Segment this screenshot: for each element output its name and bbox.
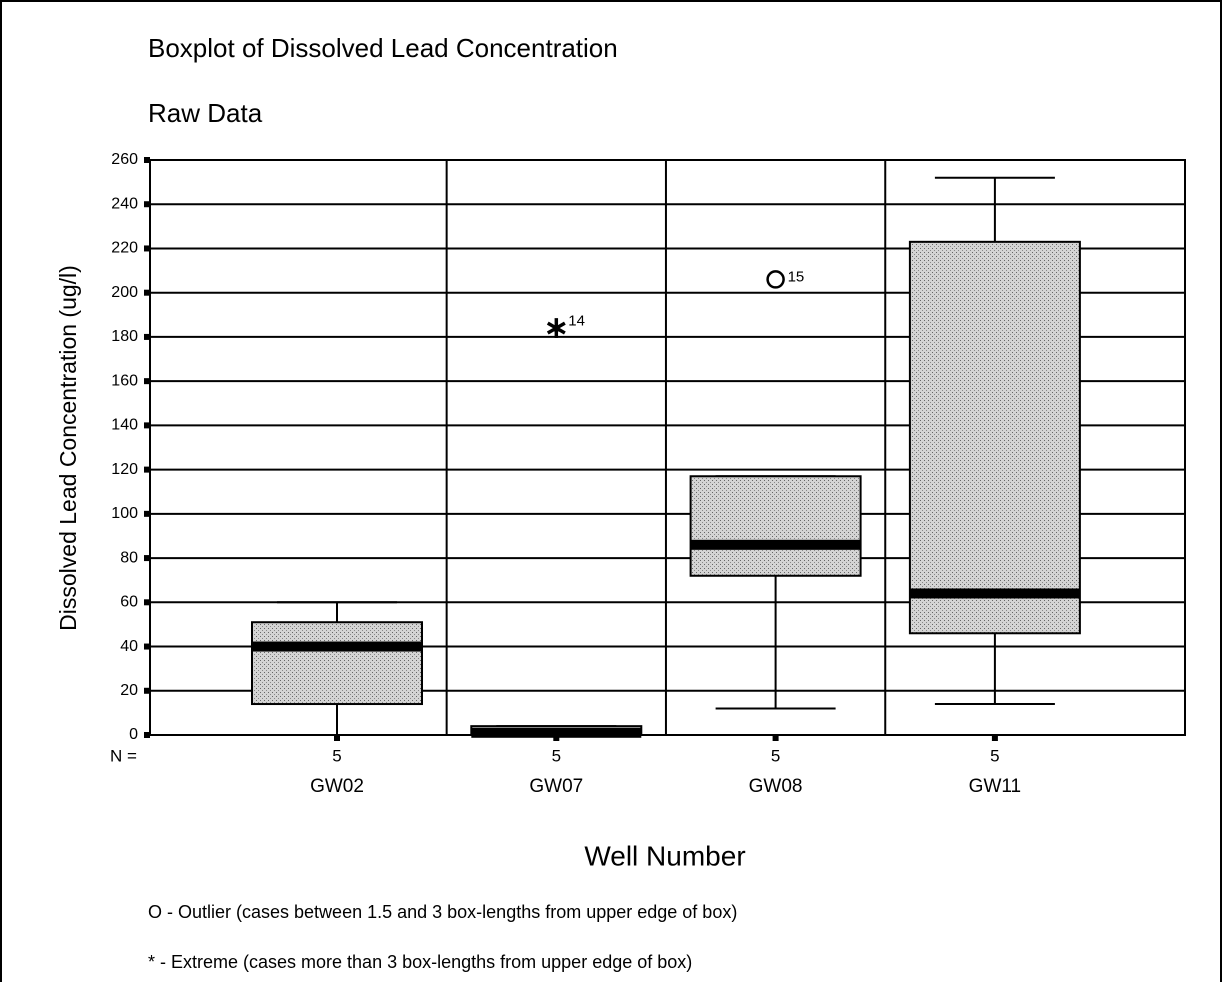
y-tick: [144, 422, 150, 429]
x-tick: [772, 735, 779, 741]
y-tick: [144, 510, 150, 517]
outlier-label: 15: [788, 268, 805, 285]
n-value: 5: [990, 746, 999, 765]
y-tick: [144, 599, 150, 606]
note: * - Extreme (cases more than 3 box-lengt…: [148, 952, 692, 972]
median: [690, 539, 861, 550]
x-tick-label: GW11: [969, 776, 1021, 797]
y-tick-label: 60: [120, 594, 138, 611]
outlier-marker: [766, 270, 785, 289]
extreme-marker: ∗: [544, 312, 569, 345]
y-axis-label: Dissolved Lead Concentration (ug/l): [55, 265, 81, 631]
x-tick-label: GW07: [529, 776, 583, 797]
y-tick-label: 0: [129, 726, 138, 743]
y-tick: [144, 687, 150, 694]
x-tick: [334, 735, 340, 741]
x-tick: [991, 735, 998, 741]
y-tick: [144, 466, 150, 473]
y-tick-label: 40: [120, 638, 138, 655]
n-label: N =: [110, 746, 137, 765]
box: [251, 621, 423, 706]
y-tick: [144, 201, 150, 208]
outlier-label: 14: [568, 313, 585, 330]
median: [471, 727, 642, 738]
box: [689, 475, 862, 577]
n-value: 5: [552, 746, 561, 765]
y-tick: [144, 643, 150, 650]
y-tick: [144, 289, 150, 296]
median: [252, 641, 422, 652]
median: [909, 588, 1080, 599]
y-tick: [144, 245, 150, 252]
y-tick-label: 180: [111, 328, 138, 345]
y-tick-label: 220: [111, 240, 138, 257]
y-tick-label: 240: [111, 195, 138, 212]
x-tick: [553, 735, 560, 741]
note: O - Outlier (cases between 1.5 and 3 box…: [148, 902, 737, 922]
y-tick: [144, 157, 150, 163]
chart-title: Boxplot of Dissolved Lead Concentration: [148, 33, 618, 63]
chart-subtitle: Raw Data: [148, 98, 263, 128]
y-tick-label: 100: [111, 505, 138, 522]
n-value: 5: [332, 746, 341, 765]
y-tick: [144, 378, 150, 385]
y-tick-label: 160: [111, 372, 138, 389]
x-tick-label: GW02: [310, 776, 364, 797]
y-tick-label: 200: [111, 284, 138, 301]
x-axis-label: Well Number: [584, 840, 745, 871]
y-tick: [144, 732, 150, 738]
y-tick-label: 20: [120, 682, 138, 699]
y-tick-label: 80: [120, 549, 138, 566]
x-tick-label: GW08: [749, 776, 803, 797]
plot-border: [149, 159, 1186, 736]
n-value: 5: [771, 746, 780, 765]
box: [908, 240, 1081, 635]
y-tick: [144, 333, 150, 340]
y-tick-label: 260: [111, 151, 138, 168]
y-tick-label: 120: [111, 461, 138, 478]
y-tick: [144, 555, 150, 562]
y-tick-label: 140: [111, 417, 138, 434]
